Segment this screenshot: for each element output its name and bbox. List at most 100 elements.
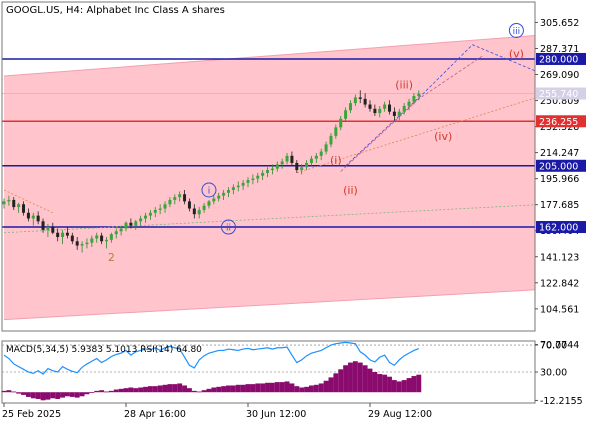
candle-body [158,208,162,210]
candle-body [46,227,50,230]
candle-body [256,175,260,179]
wave-circle [508,22,524,38]
macd-bar [250,384,256,393]
macd-bar [196,391,202,393]
macd-bar [274,382,280,393]
price-tick-label: 287.371 [540,44,579,55]
candle-body [285,155,289,162]
candle-body [334,127,338,136]
trend-line-green [3,204,535,234]
candle-body [100,235,104,242]
macd-bar [133,388,139,393]
candle-body [22,204,26,213]
macd-bar [289,383,295,393]
macd-bar [16,392,22,394]
price-level-label: 280.000 [539,54,578,65]
macd-bar [387,376,392,393]
candle-body [358,97,362,99]
macd-bar [260,383,266,393]
price-tick-label: 177.685 [540,200,579,211]
channel-lower-line [3,289,535,321]
price-tick-label: 122.842 [540,278,579,289]
candle-body [26,212,30,219]
candle-body [329,135,333,145]
candle-body [397,111,401,116]
macd-bar [309,385,314,393]
macd-bar [240,384,246,393]
candle-body [129,222,133,226]
macd-bar [391,380,397,393]
macd-bar [230,385,236,393]
macd-bar [343,365,349,393]
macd-bar [284,381,290,393]
price-axis: 305.652 287.371 269.090 250.809 232.528 214.2… [535,18,579,315]
candle-body [363,98,367,105]
candle-body [109,234,113,240]
macd-bar [255,383,261,393]
candle-body [7,199,11,202]
candle-body [114,231,118,235]
candle-body [378,108,382,114]
price-level-tag [536,159,586,172]
time-tick-label: 28 Apr 16:00 [124,409,186,420]
wave-label: (iv) [434,130,452,143]
macd-bar [55,392,61,399]
candle-body [266,170,270,173]
candle-body [246,180,250,183]
candle-body [392,111,396,116]
candle-body [90,238,94,243]
candle-body [324,144,328,152]
macd-bar [216,386,222,393]
macd-bar [69,392,75,397]
macd-bar [382,374,388,393]
macd-bar [162,384,168,393]
candle-body [139,218,143,222]
macd-bar [21,392,26,395]
macd-bar [6,390,12,393]
time-tick-label: 29 Aug 12:00 [368,409,432,420]
candle-body [407,101,411,106]
price-tick-label: 141.123 [540,252,579,263]
macd-bar [152,386,158,393]
macd-bar [416,374,422,393]
chart-title: GOOGL.US, H4: Alphabet Inc Class A share… [6,5,225,16]
wave-label: (iii) [395,79,413,92]
candle-body [305,162,309,168]
candle-body [417,93,421,96]
candle-body [344,110,348,119]
candle-body [183,194,187,202]
macd-bar [357,362,363,393]
macd-bar [157,385,163,393]
channel-upper-line [3,35,535,77]
macd-bar [299,387,305,393]
macd-bar [172,384,178,393]
price-level-label: 162.000 [539,223,578,234]
time-tick-label: 30 Jun 12:00 [246,409,306,420]
candle-body [270,168,274,171]
macd-bar [65,392,70,397]
candle-body [61,232,65,237]
wave-label: (v) [509,47,524,60]
macd-bar [143,386,148,393]
candle-body [314,155,318,159]
macd-bar [396,381,402,393]
macd-bar [60,392,65,398]
price-tick-label: 104.561 [540,304,579,315]
macd-bar [35,392,41,399]
macd-bar [294,386,300,393]
macd-bar [138,387,144,393]
candle-body [51,227,55,233]
macd-bar [235,384,241,393]
candle-body [65,232,69,236]
macd-bar [104,391,109,393]
time-axis: 25 Feb 2025 28 Apr 16:00 30 Jun 12:00 29 Au… [2,403,432,420]
wave-label: 2 [108,251,115,264]
candle-body [168,199,172,205]
candle-body [300,167,304,171]
candle-body [41,221,45,230]
price-level-tag [536,115,586,128]
macd-bar [323,380,329,393]
macd-bar [265,382,270,393]
macd-bar [187,388,192,393]
macd-bar [11,391,17,393]
